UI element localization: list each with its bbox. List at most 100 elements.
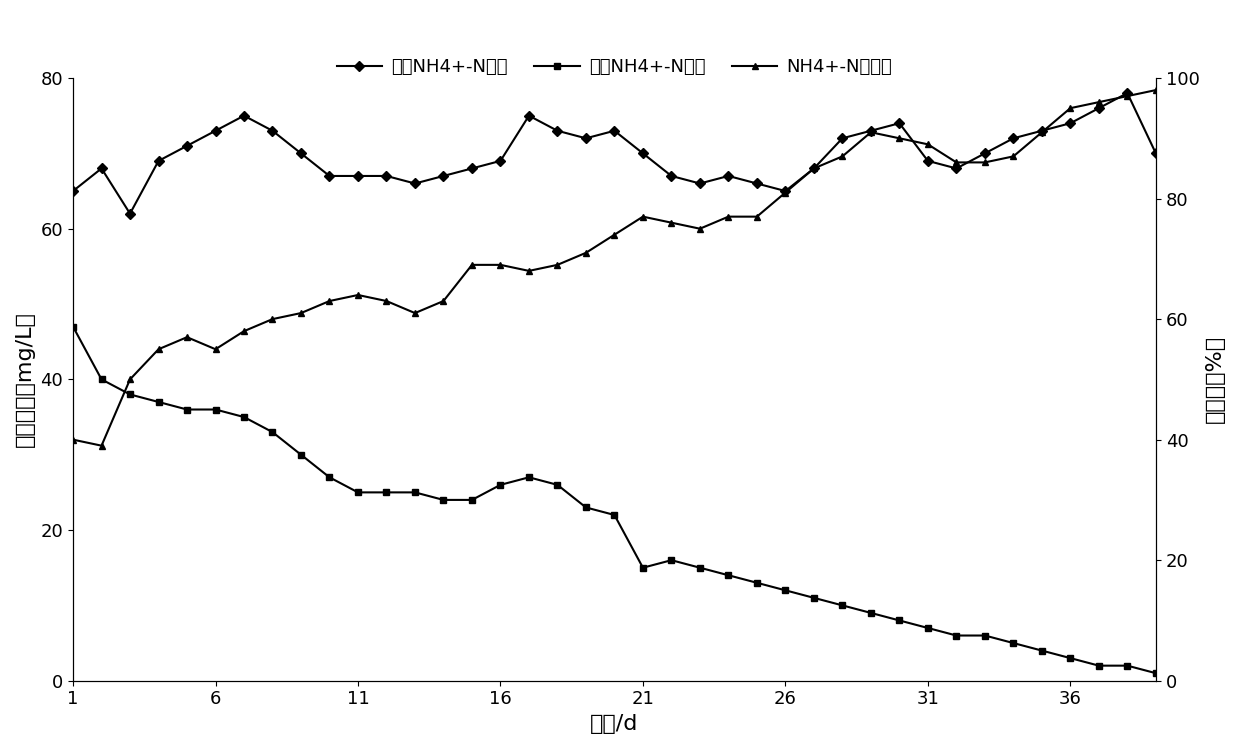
出水NH4+-N浓度 [265,428,280,437]
NH4+-N去除率 [522,267,537,276]
进水NH4+-N浓度 [379,172,394,181]
进水NH4+-N浓度 [835,134,849,143]
进水NH4+-N浓度 [806,164,821,173]
进水NH4+-N浓度 [522,111,537,120]
NH4+-N去除率 [692,224,707,233]
出水NH4+-N浓度 [663,556,678,565]
进水NH4+-N浓度 [1034,127,1049,136]
进水NH4+-N浓度 [720,172,735,181]
出水NH4+-N浓度 [892,616,906,625]
NH4+-N去除率 [123,375,138,384]
进水NH4+-N浓度 [465,164,480,173]
进水NH4+-N浓度 [1091,103,1106,112]
出水NH4+-N浓度 [94,375,109,384]
出水NH4+-N浓度 [208,405,223,414]
进水NH4+-N浓度 [920,157,935,166]
进水NH4+-N浓度 [494,157,508,166]
出水NH4+-N浓度 [720,571,735,580]
NH4+-N去除率 [663,218,678,227]
出水NH4+-N浓度 [123,390,138,399]
进水NH4+-N浓度 [977,149,992,158]
NH4+-N去除率 [1034,128,1049,137]
出水NH4+-N浓度 [806,593,821,602]
出水NH4+-N浓度 [551,480,565,489]
进水NH4+-N浓度 [1148,149,1163,158]
NH4+-N去除率 [465,261,480,270]
出水NH4+-N浓度 [408,488,423,497]
出水NH4+-N浓度 [322,473,337,482]
NH4+-N去除率 [749,212,764,221]
进水NH4+-N浓度 [94,164,109,173]
进水NH4+-N浓度 [408,179,423,188]
NH4+-N去除率 [351,291,366,300]
出水NH4+-N浓度 [436,495,451,504]
NH4+-N去除率 [1063,103,1078,112]
进水NH4+-N浓度 [322,172,337,181]
出水NH4+-N浓度 [777,586,792,595]
进水NH4+-N浓度 [180,142,195,151]
出水NH4+-N浓度 [66,322,81,331]
出水NH4+-N浓度 [522,473,537,482]
NH4+-N去除率 [379,297,394,306]
NH4+-N去除率 [322,297,337,306]
出水NH4+-N浓度 [379,488,394,497]
NH4+-N去除率 [94,441,109,450]
Legend: 进水NH4+-N浓度, 出水NH4+-N浓度, NH4+-N去除率: 进水NH4+-N浓度, 出水NH4+-N浓度, NH4+-N去除率 [330,51,899,83]
NH4+-N去除率 [977,158,992,167]
进水NH4+-N浓度 [863,127,878,136]
Line: 出水NH4+-N浓度: 出水NH4+-N浓度 [69,323,1159,676]
出水NH4+-N浓度 [294,450,309,459]
NH4+-N去除率 [294,309,309,318]
进水NH4+-N浓度 [1120,88,1135,97]
出水NH4+-N浓度 [863,608,878,617]
NH4+-N去除率 [608,230,622,239]
NH4+-N去除率 [1006,152,1021,161]
进水NH4+-N浓度 [151,157,166,166]
进水NH4+-N浓度 [551,127,565,136]
NH4+-N去除率 [806,164,821,173]
出水NH4+-N浓度 [1006,639,1021,648]
NH4+-N去除率 [208,345,223,354]
出水NH4+-N浓度 [920,623,935,632]
NH4+-N去除率 [1148,85,1163,94]
出水NH4+-N浓度 [1034,646,1049,655]
进水NH4+-N浓度 [123,209,138,218]
出水NH4+-N浓度 [351,488,366,497]
Y-axis label: 去除率（%）: 去除率（%） [1205,336,1225,423]
NH4+-N去除率 [579,249,594,258]
出水NH4+-N浓度 [151,398,166,407]
出水NH4+-N浓度 [692,563,707,572]
出水NH4+-N浓度 [579,503,594,512]
NH4+-N去除率 [863,128,878,137]
NH4+-N去除率 [835,152,849,161]
出水NH4+-N浓度 [949,631,963,640]
NH4+-N去除率 [635,212,650,221]
NH4+-N去除率 [892,134,906,143]
Line: NH4+-N去除率: NH4+-N去除率 [69,87,1159,449]
进水NH4+-N浓度 [265,127,280,136]
NH4+-N去除率 [408,309,423,318]
出水NH4+-N浓度 [1120,661,1135,670]
X-axis label: 时间/d: 时间/d [590,714,639,734]
NH4+-N去除率 [265,315,280,324]
出水NH4+-N浓度 [608,511,622,520]
进水NH4+-N浓度 [66,187,81,195]
NH4+-N去除率 [920,140,935,149]
NH4+-N去除率 [777,188,792,197]
NH4+-N去除率 [436,297,451,306]
出水NH4+-N浓度 [1091,661,1106,670]
进水NH4+-N浓度 [351,172,366,181]
进水NH4+-N浓度 [692,179,707,188]
Line: 进水NH4+-N浓度: 进水NH4+-N浓度 [69,90,1159,217]
进水NH4+-N浓度 [749,179,764,188]
NH4+-N去除率 [551,261,565,270]
进水NH4+-N浓度 [663,172,678,181]
NH4+-N去除率 [151,345,166,354]
NH4+-N去除率 [237,327,252,336]
进水NH4+-N浓度 [1063,119,1078,128]
出水NH4+-N浓度 [749,578,764,587]
出水NH4+-N浓度 [635,563,650,572]
NH4+-N去除率 [720,212,735,221]
进水NH4+-N浓度 [208,127,223,136]
NH4+-N去除率 [1091,97,1106,106]
